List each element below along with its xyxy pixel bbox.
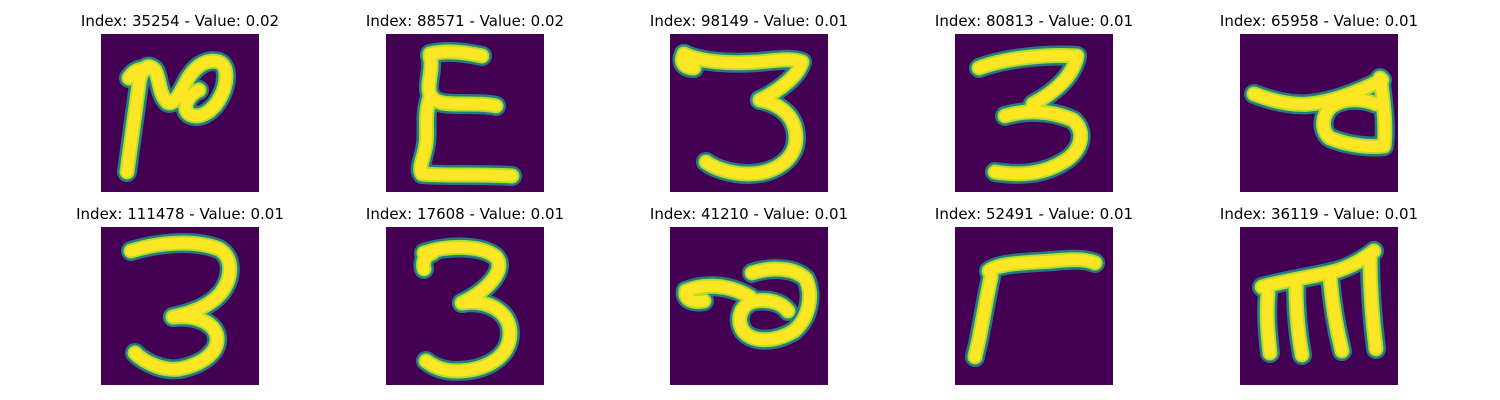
panel-title: Index: 41210 - Value: 0.01: [649, 205, 849, 223]
digit-image: [101, 227, 259, 385]
panel-7: Index: 17608 - Value: 0.01: [350, 205, 580, 385]
handwritten-loop-glyph: [117, 51, 236, 182]
handwritten-three-glyph: [413, 237, 520, 381]
glyph-stroke: [1256, 245, 1380, 293]
panel-title: Index: 17608 - Value: 0.01: [365, 205, 565, 223]
panel-title: Index: 65958 - Value: 0.01: [1219, 12, 1419, 30]
digit-image: [386, 227, 544, 385]
digit-image: [955, 34, 1113, 192]
glyph-stroke: [424, 46, 488, 62]
glyph-stroke: [129, 311, 223, 375]
glyph-stroke: [123, 64, 151, 84]
digit-image: [670, 34, 828, 192]
glyph-stroke: [680, 285, 710, 307]
handwritten-three-glyph: [121, 233, 240, 380]
glyph-stroke: [678, 48, 808, 106]
panel-title: Index: 98149 - Value: 0.01: [649, 12, 849, 30]
glyph-stroke: [121, 55, 232, 178]
panel-9: Index: 52491 - Value: 0.01: [919, 205, 1149, 385]
panel-3: Index: 98149 - Value: 0.01: [634, 12, 864, 192]
handwritten-loop-glyph: [1244, 68, 1395, 157]
panel-title: Index: 35254 - Value: 0.02: [80, 12, 280, 30]
digit-image: [1240, 34, 1398, 192]
panel-title: Index: 111478 - Value: 0.01: [76, 205, 284, 223]
panel-10: Index: 36119 - Value: 0.01: [1204, 205, 1434, 385]
panel-1: Index: 35254 - Value: 0.02: [65, 12, 295, 192]
glyph-stroke: [1261, 287, 1276, 359]
glyph-stroke: [989, 106, 1087, 180]
panel-5: Index: 65958 - Value: 0.01: [1204, 12, 1434, 192]
glyph-stroke: [1248, 74, 1388, 110]
panel-4: Index: 80813 - Value: 0.01: [919, 12, 1149, 192]
glyph-stroke: [125, 237, 236, 323]
glyph-stroke: [1318, 72, 1391, 152]
digit-image: [386, 34, 544, 192]
handwritten-three-glyph: [672, 44, 812, 184]
glyph-stroke: [734, 263, 815, 346]
glyph-stroke: [423, 50, 502, 112]
digit-image: [670, 227, 828, 385]
glyph-stroke: [700, 94, 802, 180]
glyph-stroke: [418, 241, 505, 309]
digit-image: [101, 34, 259, 192]
glyph-stroke: [418, 247, 438, 275]
glyph-stroke: [420, 296, 516, 377]
panel-title: Index: 80813 - Value: 0.01: [934, 12, 1134, 30]
panel-title: Index: 52491 - Value: 0.01: [934, 205, 1134, 223]
digit-image: [1240, 227, 1398, 385]
panel-8: Index: 41210 - Value: 0.01: [634, 205, 864, 385]
panel-title: Index: 36119 - Value: 0.01: [1219, 205, 1419, 223]
glyph-stroke: [969, 271, 997, 363]
panel-6: Index: 111478 - Value: 0.01: [65, 205, 295, 385]
digit-image: [955, 227, 1113, 385]
handwritten-m-glyph: [1252, 241, 1386, 365]
handwritten-three-glyph: [969, 45, 1091, 184]
glyph-stroke: [1364, 249, 1382, 355]
glyph-stroke: [677, 48, 700, 74]
glyph-stroke: [983, 254, 1101, 277]
panel-title: Index: 88571 - Value: 0.02: [365, 12, 565, 30]
panel-2: Index: 88571 - Value: 0.02: [350, 12, 580, 192]
glyph-stroke: [415, 92, 518, 182]
handwritten-sigma-glyph: [410, 41, 522, 186]
glyph-stroke: [1290, 279, 1308, 361]
glyph-stroke: [973, 50, 1083, 110]
glyph-stroke: [680, 280, 756, 303]
handwritten-r-glyph: [965, 249, 1105, 367]
handwritten-loop-glyph: [675, 259, 820, 350]
glyph-stroke: [1324, 271, 1348, 357]
